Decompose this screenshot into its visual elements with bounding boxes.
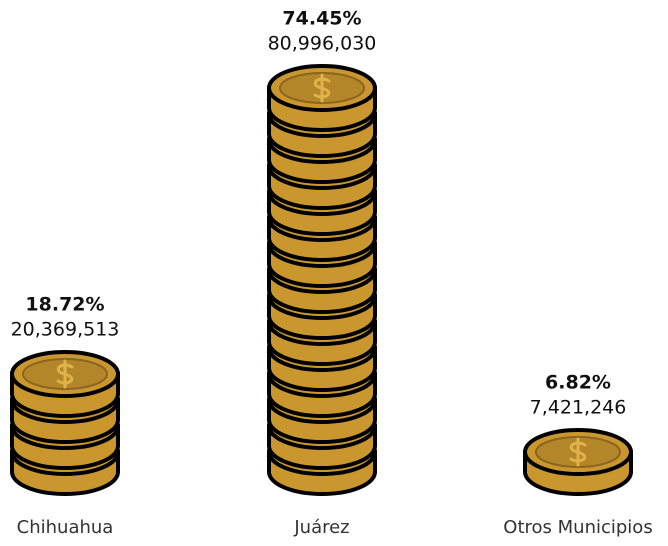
dollar-icon [569,437,587,467]
dollar-icon [56,359,74,389]
category-label: Otros Municipios [503,517,652,538]
value-label: 20,369,513 [11,319,120,341]
coin-stack [267,64,377,496]
dollar-icon [313,73,331,103]
share-label: 74.45% [282,8,361,30]
share-label: 6.82% [545,372,611,394]
category-label: Juárez [293,517,349,538]
value-label: 7,421,246 [530,397,627,419]
share-label: 18.72% [25,294,104,316]
coin-stack [523,428,633,496]
category-label: Chihuahua [17,517,114,538]
coin-stack [10,350,120,496]
value-label: 80,996,030 [268,33,377,55]
